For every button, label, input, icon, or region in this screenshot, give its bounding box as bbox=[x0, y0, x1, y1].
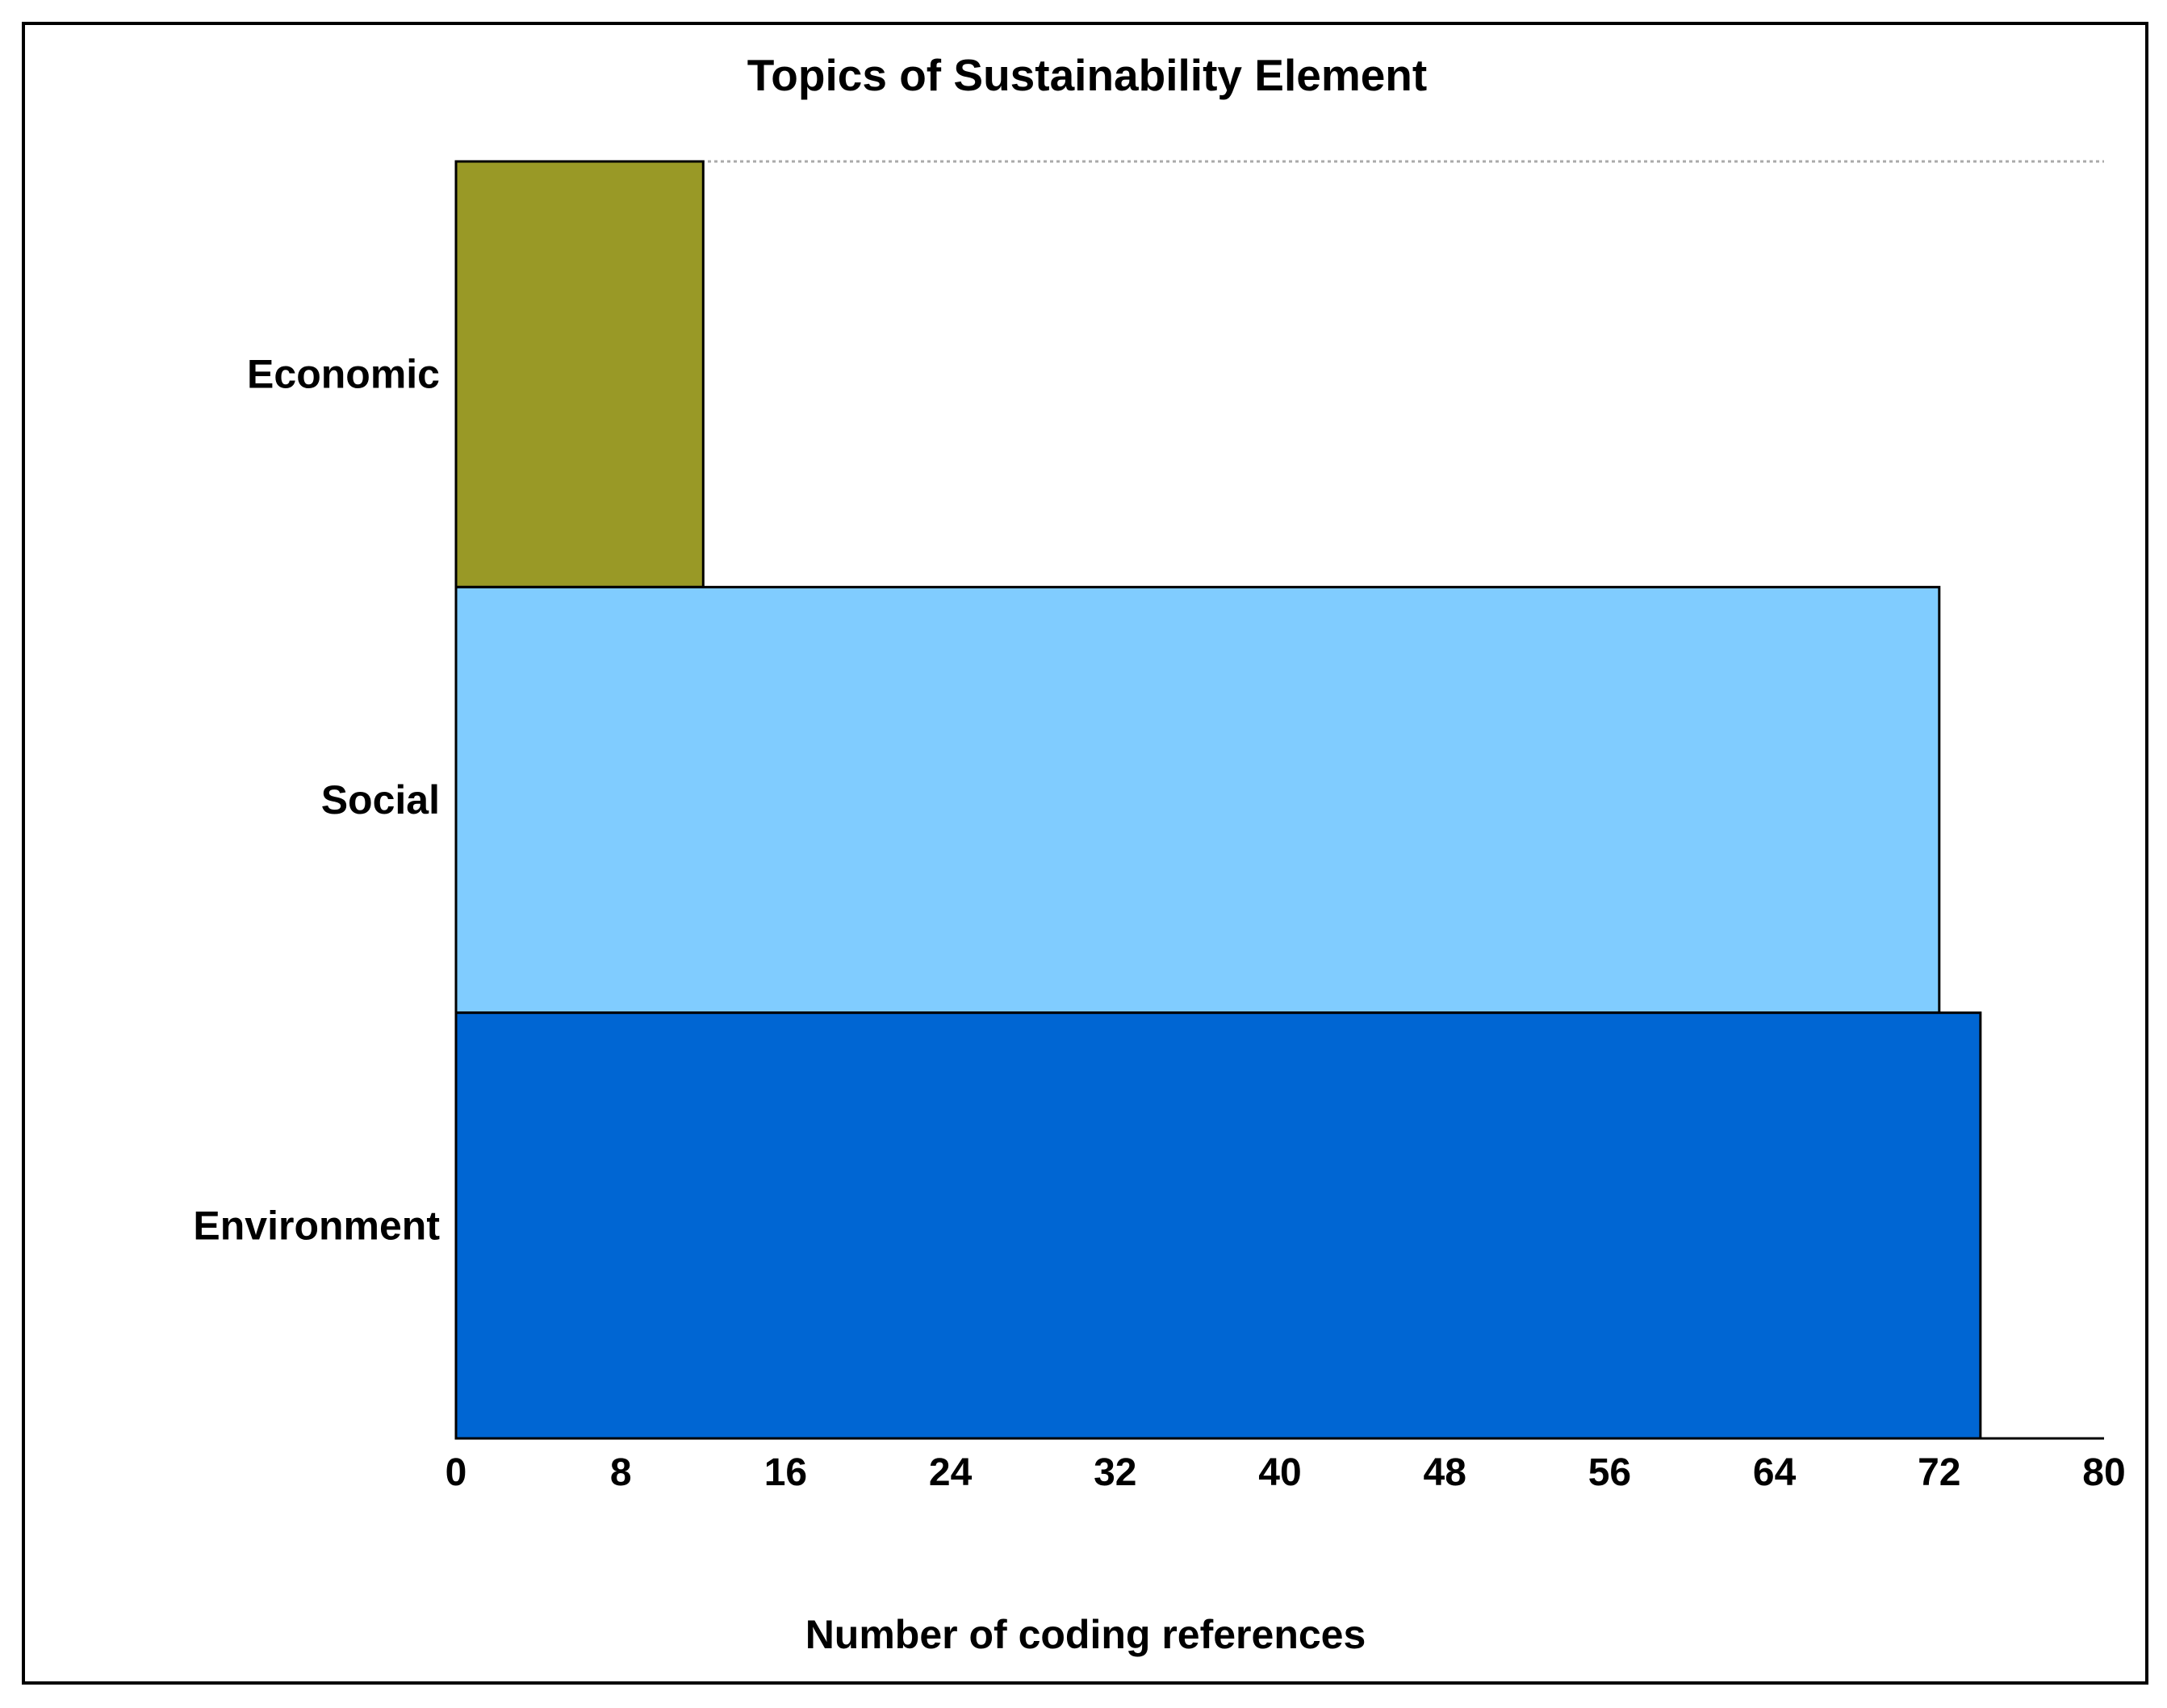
x-tick-label: 24 bbox=[929, 1451, 973, 1494]
category-labels: Economic Social Environment bbox=[193, 352, 440, 1249]
chart-title: Topics of Sustainability Element bbox=[747, 50, 1427, 100]
category-label-social: Social bbox=[321, 777, 440, 823]
x-tick-label: 80 bbox=[2082, 1451, 2125, 1494]
x-tick-label: 64 bbox=[1753, 1451, 1797, 1494]
bar-environment bbox=[454, 1011, 1982, 1440]
x-tick-label: 0 bbox=[446, 1451, 467, 1494]
bar-social bbox=[454, 585, 1941, 1015]
x-tick-label: 32 bbox=[1094, 1451, 1136, 1494]
x-tick-label: 56 bbox=[1588, 1451, 1631, 1494]
category-label-environment: Environment bbox=[193, 1203, 440, 1248]
x-tick-label: 8 bbox=[610, 1451, 632, 1494]
x-axis-title: Number of coding references bbox=[805, 1612, 1366, 1657]
category-label-economic: Economic bbox=[247, 352, 440, 397]
bars bbox=[454, 160, 1982, 1440]
bar-economic bbox=[454, 160, 705, 588]
x-tick-label: 72 bbox=[1918, 1451, 1960, 1494]
x-tick-label: 16 bbox=[764, 1451, 807, 1494]
x-tick-label: 40 bbox=[1258, 1451, 1301, 1494]
x-tick-labels: 0 8 16 24 32 40 48 56 64 72 80 bbox=[446, 1451, 2126, 1494]
x-tick-label: 48 bbox=[1424, 1451, 1466, 1494]
